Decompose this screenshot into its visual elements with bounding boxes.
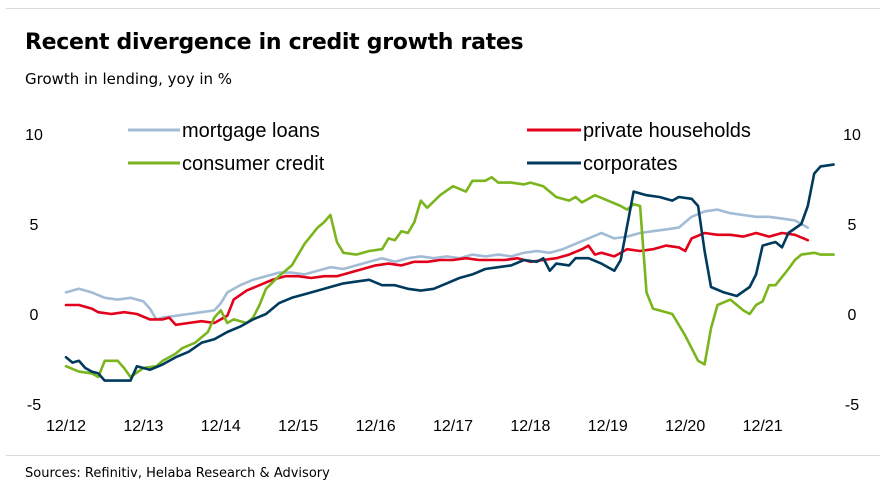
y-tick-label-right: -5 — [845, 397, 859, 414]
source-note: Sources: Refinitiv, Helaba Research & Ad… — [25, 466, 330, 481]
legend-item: private households — [527, 120, 751, 142]
legend-label: mortgage loans — [182, 120, 320, 142]
series-line-private-households — [64, 231, 810, 327]
chart-title: Recent divergence in credit growth rates — [25, 30, 524, 55]
x-tick-label: 12/21 — [743, 418, 783, 435]
x-tick-label: 12/12 — [46, 418, 86, 435]
legend-item: corporates — [527, 153, 678, 175]
series-line-mortgage-loans — [64, 208, 810, 321]
chart-subtitle: Growth in lending, yoy in % — [25, 70, 233, 88]
x-tick-label: 12/14 — [201, 418, 241, 435]
series-lines — [64, 163, 835, 382]
y-tick-label-left: 10 — [25, 127, 43, 144]
series-line-corporates — [64, 163, 835, 382]
y-axis-left: 10 5 0 -5 — [25, 127, 43, 414]
legend: mortgage loans private households consumer… — [128, 120, 751, 175]
x-tick-label: 12/18 — [510, 418, 550, 435]
x-tick-label: 12/15 — [278, 418, 318, 435]
x-tick-label: 12/19 — [588, 418, 628, 435]
frame-top-border — [6, 8, 880, 9]
x-tick-label: 12/16 — [356, 418, 396, 435]
legend-label: private households — [583, 120, 751, 142]
legend-item: mortgage loans — [128, 120, 320, 142]
x-tick-label: 12/13 — [123, 418, 163, 435]
legend-label: corporates — [583, 153, 678, 175]
y-tick-label-left: 5 — [30, 217, 39, 234]
y-tick-label-left: 0 — [30, 307, 39, 324]
y-tick-label-right: 10 — [843, 127, 861, 144]
y-axis-right: 10 5 0 -5 — [843, 127, 861, 414]
y-tick-label-right: 5 — [848, 217, 857, 234]
series-line-consumer-credit — [64, 175, 835, 379]
legend-item: consumer credit — [128, 153, 325, 175]
x-axis: 12/12 12/13 12/14 12/15 12/16 12/17 12/18 12/19… — [46, 418, 783, 435]
legend-label: consumer credit — [182, 153, 325, 175]
x-tick-label: 12/20 — [665, 418, 705, 435]
y-tick-label-left: -5 — [27, 397, 41, 414]
y-tick-label-right: 0 — [848, 307, 857, 324]
x-tick-label: 12/17 — [433, 418, 473, 435]
footer-separator — [6, 455, 880, 456]
